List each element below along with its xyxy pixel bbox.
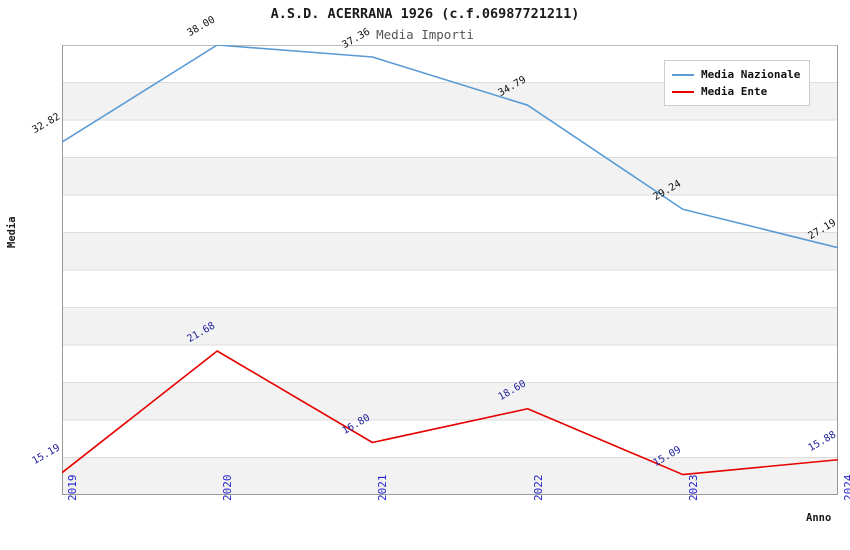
- x-tick-label: 2021: [376, 474, 390, 502]
- x-tick-label: 2020: [221, 474, 235, 502]
- x-tick-label: 2023: [686, 474, 700, 502]
- x-tick-label: 2019: [66, 474, 79, 502]
- legend-label-media-nazionale: Media Nazionale: [701, 68, 801, 81]
- legend-item-media-nazionale[interactable]: Media Nazionale: [672, 66, 800, 83]
- plot-svg: [62, 45, 838, 495]
- chart-subtitle: Media Importi: [376, 27, 474, 42]
- chart-legend: Media Nazionale Media Ente: [664, 60, 811, 106]
- x-tick-label: 2024: [842, 474, 850, 502]
- legend-item-media-ente[interactable]: Media Ente: [672, 83, 800, 100]
- legend-swatch-media-nazionale: [672, 73, 694, 76]
- x-axis-title: Anno: [806, 512, 832, 524]
- x-tick-label: 2022: [531, 474, 545, 502]
- legend-label-media-ente: Media Ente: [701, 85, 768, 98]
- plot-area: [62, 45, 838, 495]
- chart-title: A.S.D. ACERRANA 1926 (c.f.06987721211): [270, 6, 580, 22]
- legend-swatch-media-ente: [672, 90, 694, 93]
